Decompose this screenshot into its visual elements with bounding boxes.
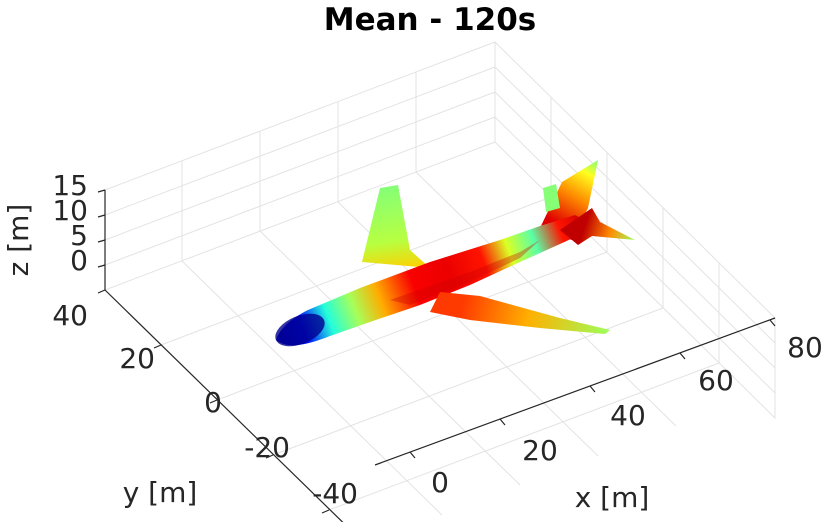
chart-title: Mean - 120s — [324, 2, 536, 38]
z-axis-label: z [m] — [2, 204, 35, 277]
tick-mark — [321, 509, 330, 514]
z-tick-label: 0 — [70, 244, 88, 277]
vertical-fin — [540, 160, 598, 240]
tick-mark — [97, 239, 106, 243]
tick-mark — [589, 385, 596, 393]
y-tick-label: 0 — [204, 386, 222, 419]
tick-mark — [97, 189, 106, 193]
tick-mark — [409, 451, 416, 459]
tick-mark — [153, 344, 162, 349]
nose-cone — [275, 313, 325, 347]
x-tick-label: 40 — [610, 399, 646, 432]
near-wing — [430, 292, 610, 334]
y-tick-label: 20 — [119, 342, 155, 375]
x-tick-label: 0 — [431, 466, 449, 499]
tick-mark — [265, 454, 274, 459]
tick-mark — [769, 319, 776, 327]
tick-mark — [679, 352, 686, 360]
far-wing — [362, 185, 430, 268]
aircraft-surface — [275, 160, 635, 347]
horizontal-tail — [560, 208, 635, 245]
tick-mark — [97, 289, 106, 294]
x-tick-labels: 0 20 40 60 80 — [431, 331, 823, 499]
fuselage — [276, 215, 588, 346]
x-tick-label: 20 — [522, 434, 558, 467]
y-axis-line — [104, 289, 344, 522]
y-axis-label: y [m] — [123, 476, 198, 509]
y-tick-label: -20 — [244, 431, 290, 464]
tick-mark — [209, 399, 218, 404]
y-tick-label: -40 — [312, 477, 358, 510]
z-tick-label: 10 — [52, 194, 88, 227]
tick-mark — [97, 264, 106, 268]
z-tick-label: 15 — [52, 169, 88, 202]
x-axis-line — [374, 317, 776, 466]
x-tick-label: 80 — [787, 331, 823, 364]
z-tick-labels: 15 10 5 0 — [52, 169, 88, 277]
y-tick-labels: 40 20 0 -20 -40 — [52, 299, 358, 510]
x-tick-label: 60 — [698, 364, 734, 397]
tick-marks — [97, 189, 776, 514]
x-axis-label: x [m] — [575, 481, 650, 514]
z-tick-label: 5 — [70, 219, 88, 252]
tick-mark — [499, 418, 506, 426]
far-stabilizer — [543, 184, 560, 212]
tick-mark — [97, 214, 106, 218]
fuselage-shade — [390, 240, 540, 305]
y-tick-label: 40 — [52, 299, 88, 332]
